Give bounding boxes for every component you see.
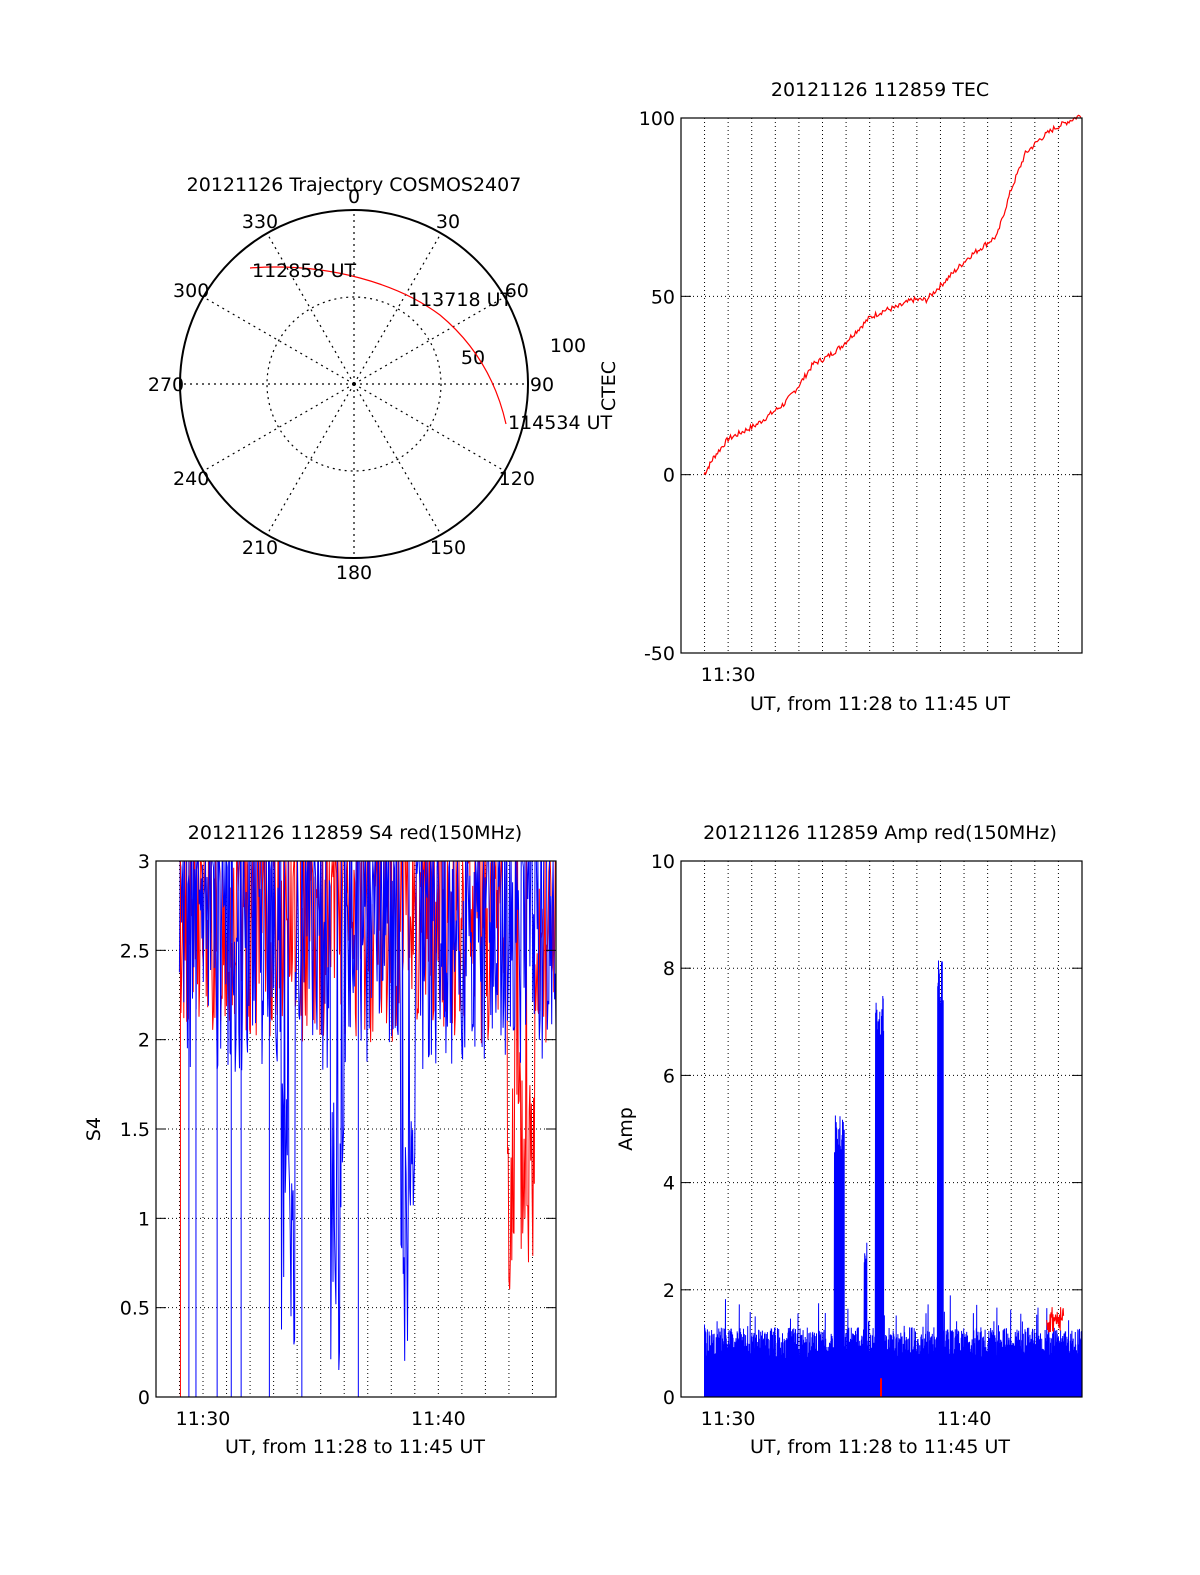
amp-chart: 20121126 112859 Amp red(150MHz) 0 2 4 6 8 10 1… — [615, 822, 1083, 1458]
s4-axes: 0 0.5 1 1.5 2 2.5 3 11:30 11:40 — [120, 851, 557, 1430]
amp-series-blue — [704, 960, 1083, 1398]
y-tick-label: 10 — [651, 851, 675, 873]
y-tick-label: 1.5 — [120, 1119, 150, 1141]
y-tick-label: 8 — [663, 958, 675, 980]
polar-spoke — [353, 296, 505, 385]
y-tick-label: 3 — [138, 851, 150, 873]
y-axis-label: S4 — [83, 1117, 105, 1141]
polar-azimuth-label: 0 — [348, 186, 360, 208]
x-tick-label: 11:40 — [937, 1408, 992, 1430]
polar-azimuth-label: 330 — [242, 211, 278, 233]
y-axis-label: Amp — [615, 1107, 637, 1151]
x-tick-label: 11:30 — [176, 1408, 231, 1430]
polar-spoke — [266, 383, 355, 535]
polar-spoke — [353, 383, 442, 535]
polar-elevation-label: 50 — [461, 347, 485, 369]
tec-grid — [681, 117, 1082, 654]
polar-spoke — [266, 233, 355, 385]
polar-spoke — [203, 296, 355, 385]
x-axis-label: UT, from 11:28 to 11:45 UT — [225, 1436, 485, 1458]
y-tick-label: 0 — [138, 1387, 150, 1409]
polar-azimuth-label: 180 — [336, 562, 372, 584]
polar-azimuth-label: 120 — [499, 468, 535, 490]
x-axis-label: UT, from 11:28 to 11:45 UT — [750, 693, 1010, 715]
chart-title: 20121126 Trajectory COSMOS2407 — [187, 174, 522, 196]
plot-frame — [155, 860, 557, 1398]
chart-title: 20121126 112859 TEC — [771, 79, 989, 101]
chart-title: 20121126 112859 S4 red(150MHz) — [188, 822, 522, 844]
chart-title: 20121126 112859 Amp red(150MHz) — [703, 822, 1057, 844]
amp-series — [704, 960, 1083, 1398]
polar-elevation-labels: 50 100 — [461, 335, 586, 369]
y-tick-label: -50 — [644, 643, 675, 665]
y-tick-label: 50 — [651, 286, 675, 308]
x-tick-label: 11:30 — [701, 664, 756, 686]
polar-grid — [179, 209, 529, 559]
y-tick-label: 0 — [663, 1387, 675, 1409]
s4-chart: 20121126 112859 S4 red(150MHz) 0 0.5 1 1.5 2… — [83, 822, 557, 1458]
y-tick-label: 2 — [663, 1280, 675, 1302]
y-tick-label: 6 — [663, 1065, 675, 1087]
y-tick-label: 0.5 — [120, 1298, 150, 1320]
trajectory-time-label: 112858 UT — [252, 260, 356, 282]
y-tick-label: 4 — [663, 1173, 675, 1195]
polar-spoke — [353, 383, 505, 472]
tec-chart: 20121126 112859 TEC -50 0 50 100 11:30 UT, f… — [598, 79, 1083, 715]
polar-series — [249, 266, 507, 425]
polar-ring — [266, 296, 442, 472]
polar-azimuth-label: 270 — [148, 374, 184, 396]
x-tick-label: 11:30 — [701, 1408, 756, 1430]
tec-line — [703, 114, 1082, 476]
polar-azimuth-labels: 0 30 60 90 120 150 180 210 240 270 300 330 — [148, 186, 554, 584]
trajectory-line — [249, 266, 507, 425]
tec-axes: -50 0 50 100 11:30 — [639, 108, 1083, 686]
x-axis-label: UT, from 11:28 to 11:45 UT — [750, 1436, 1010, 1458]
polar-spoke — [203, 383, 355, 472]
trajectory-time-label: 113718 UT — [408, 289, 512, 311]
trajectory-time-label: 114534 UT — [508, 412, 612, 434]
polar-azimuth-label: 240 — [173, 468, 209, 490]
amp-series-red — [1046, 1307, 1065, 1333]
polar-azimuth-label: 210 — [242, 537, 278, 559]
polar-azimuth-label: 90 — [530, 374, 554, 396]
plot-frame — [680, 117, 1083, 654]
y-tick-label: 0 — [663, 465, 675, 487]
polar-trajectory-chart: 20121126 Trajectory COSMOS2407 0 30 60 90 12… — [148, 174, 613, 584]
polar-elevation-label: 100 — [550, 335, 586, 357]
polar-spoke — [353, 233, 442, 385]
y-tick-label: 1 — [138, 1208, 150, 1230]
x-tick-label: 11:40 — [411, 1408, 466, 1430]
polar-azimuth-label: 300 — [173, 280, 209, 302]
y-tick-label: 2.5 — [120, 940, 150, 962]
y-axis-label: CTEC — [598, 361, 620, 411]
amp-axes: 0 2 4 6 8 10 11:30 11:40 — [651, 851, 1083, 1430]
y-tick-label: 2 — [138, 1030, 150, 1052]
plot-frame — [680, 860, 1083, 1398]
polar-annotations: 112858 UT 113718 UT 114534 UT — [252, 260, 612, 434]
polar-azimuth-label: 30 — [436, 211, 460, 233]
y-tick-label: 100 — [639, 108, 675, 130]
tec-series — [703, 114, 1082, 476]
polar-azimuth-label: 150 — [430, 537, 466, 559]
polar-azimuth-label: 60 — [505, 280, 529, 302]
polar-outer-ring — [179, 209, 529, 559]
